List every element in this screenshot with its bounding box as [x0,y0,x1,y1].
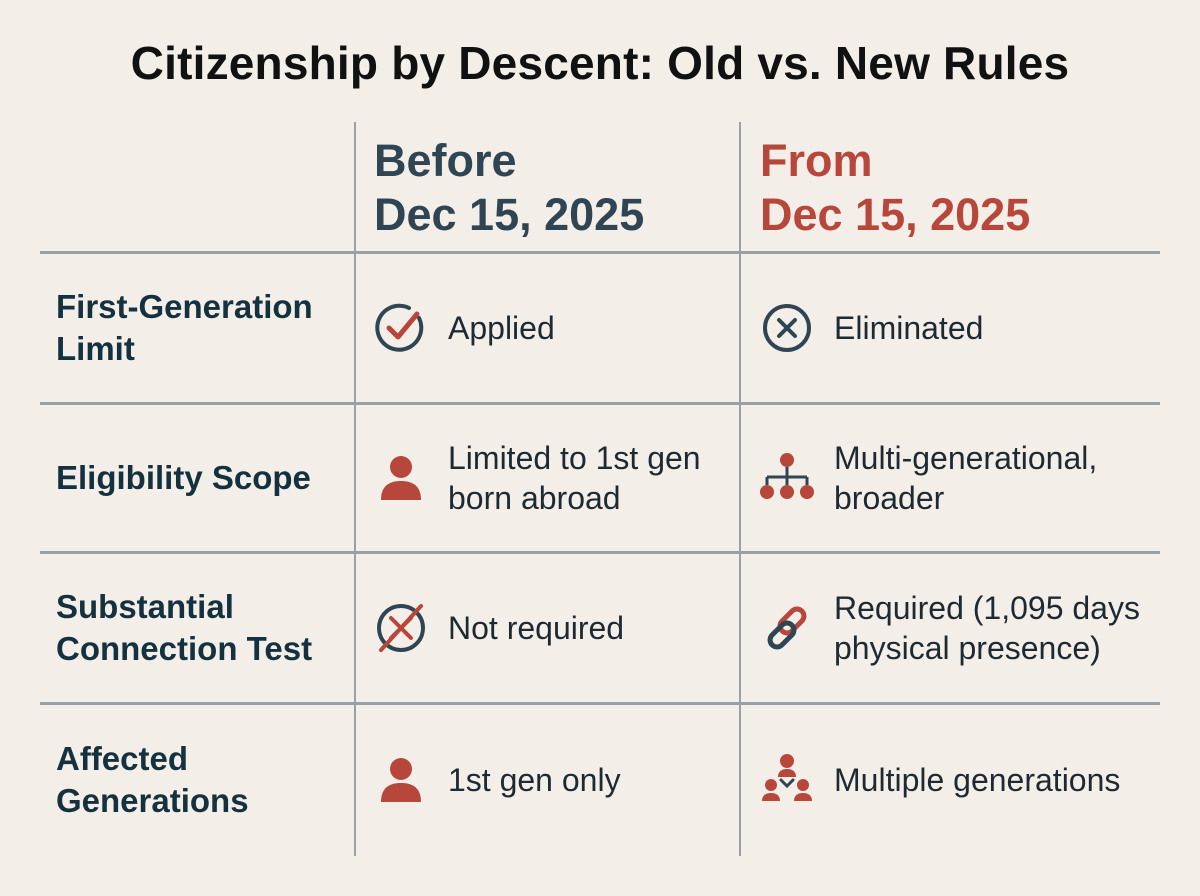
row-label-line2: Limit [56,330,135,367]
cell-text: Applied [448,310,555,346]
row-divider-2 [40,551,1160,554]
cell-text: Multi-generational, [834,440,1098,476]
check-circle-icon [372,299,430,357]
row-label-eligibility-scope: Eligibility Scope [56,405,346,551]
cell-from-substantial-connection-test: Required (1,095 days physical presence) [758,554,1140,702]
column-header-before-line1: Before [374,135,517,186]
row-label-line1: First-Generation [56,288,313,325]
column-header-before-line2: Dec 15, 2025 [374,189,645,240]
person-icon [372,449,430,507]
row-label-first-generation-limit: First-Generation Limit [56,254,346,402]
row-label-affected-generations: Affected Generations [56,705,346,855]
column-header-from-line1: From [760,135,873,186]
row-label-line1: Affected [56,740,189,777]
link-icon [758,599,816,657]
not-required-icon [372,599,430,657]
x-circle-icon [758,299,816,357]
cell-text: Eliminated [834,310,984,346]
column-divider-1 [354,122,356,856]
cell-before-eligibility-scope: Limited to 1st gen born abroad [372,405,701,551]
cell-text: Limited to 1st gen [448,440,701,476]
page-title: Citizenship by Descent: Old vs. New Rule… [130,37,1070,89]
header-divider [40,251,1160,254]
person-icon [372,751,430,809]
cell-text: Multiple generations [834,762,1121,798]
cell-before-affected-generations: 1st gen only [372,705,621,855]
column-header-from-line2: Dec 15, 2025 [760,189,1031,240]
cell-before-first-generation-limit: Applied [372,254,555,402]
row-divider-1 [40,402,1160,405]
row-label-substantial-connection-test: Substantial Connection Test [56,554,346,702]
cell-from-first-generation-limit: Eliminated [758,254,983,402]
cell-text: Not required [448,610,625,646]
row-label-line2: Connection Test [56,630,313,667]
cell-from-eligibility-scope: Multi-generational, broader [758,405,1097,551]
multiple-people-icon [758,751,816,809]
row-divider-3 [40,702,1160,705]
cell-text: born abroad [448,480,621,516]
cell-text: 1st gen only [448,762,621,798]
column-header-from: From Dec 15, 2025 [760,134,1030,242]
column-header-before: Before Dec 15, 2025 [374,134,644,242]
row-label-line1: Substantial [56,588,234,625]
cell-text: physical presence) [834,630,1101,666]
cell-before-substantial-connection-test: Not required [372,554,624,702]
family-tree-icon [758,449,816,507]
cell-text: broader [834,480,945,516]
row-label-line2: Generations [56,782,249,819]
column-divider-2 [739,122,741,856]
row-label-line1: Eligibility Scope [56,459,311,496]
cell-text: Required (1,095 days [834,590,1140,626]
cell-from-affected-generations: Multiple generations [758,705,1120,855]
